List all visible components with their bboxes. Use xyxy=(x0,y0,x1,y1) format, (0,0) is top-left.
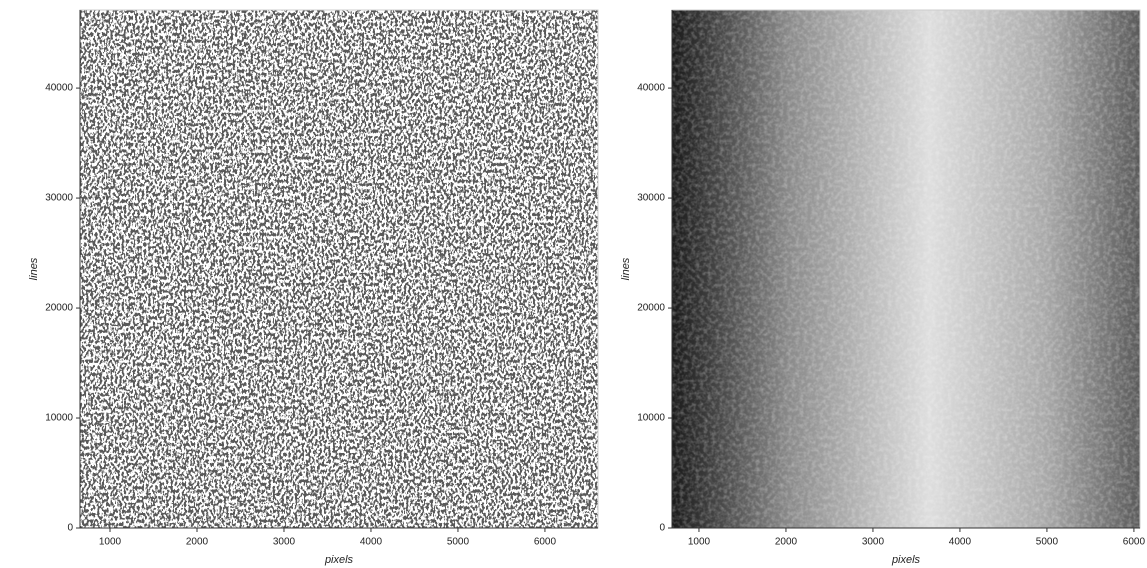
x-tick-label: 2000 xyxy=(775,537,798,548)
x-tick-label: 5000 xyxy=(447,537,470,548)
y-tick-label: 10000 xyxy=(637,413,665,424)
image-texture xyxy=(672,10,1140,528)
y-tick-label: 0 xyxy=(659,523,665,534)
y-tick-label: 30000 xyxy=(45,193,73,204)
x-tick-label: 2000 xyxy=(186,537,209,548)
x-tick-label: 6000 xyxy=(534,537,557,548)
x-tick-label: 3000 xyxy=(862,537,885,548)
x-tick-label: 4000 xyxy=(360,537,383,548)
x-tick-label: 1000 xyxy=(99,537,122,548)
y-axis-label: lines xyxy=(620,257,632,280)
y-tick-label: 0 xyxy=(67,523,73,534)
y-axis-label: lines xyxy=(28,257,40,280)
x-tick-label: 3000 xyxy=(273,537,296,548)
x-tick-label: 6000 xyxy=(1123,537,1146,548)
x-tick-label: 1000 xyxy=(688,537,711,548)
x-axis-label: pixels xyxy=(324,554,354,566)
y-tick-label: 20000 xyxy=(45,303,73,314)
y-tick-label: 40000 xyxy=(45,83,73,94)
x-tick-label: 5000 xyxy=(1036,537,1059,548)
y-tick-label: 10000 xyxy=(45,413,73,424)
y-tick-label: 20000 xyxy=(637,303,665,314)
x-tick-label: 4000 xyxy=(949,537,972,548)
x-axis-label: pixels xyxy=(891,554,921,566)
y-tick-label: 40000 xyxy=(637,83,665,94)
image-speckle xyxy=(80,10,598,528)
y-tick-label: 30000 xyxy=(637,193,665,204)
